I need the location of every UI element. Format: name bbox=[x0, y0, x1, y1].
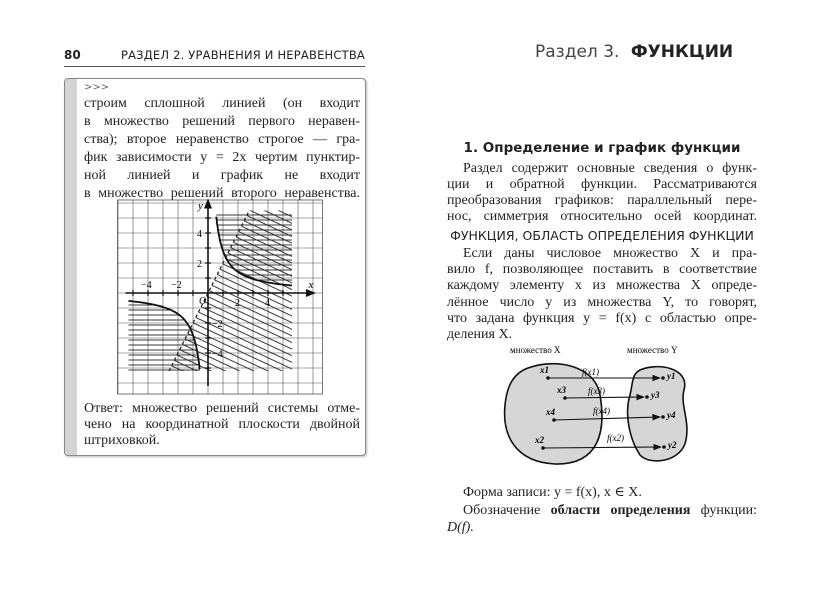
text-line: нос, симметрия относительно осей координ… bbox=[447, 209, 757, 224]
arrow-label: f(x4) bbox=[593, 406, 610, 416]
y-tick-label: −2 bbox=[212, 319, 223, 330]
function-mapping-diagram: множество X множество Y x1 y1 f(x1) x3 y3 f(x… bbox=[503, 345, 688, 465]
subsection-title: ФУНКЦИЯ, ОБЛАСТЬ ОПРЕДЕЛЕНИЯ ФУНКЦИИ bbox=[450, 228, 754, 243]
text-line: лённое число y из множества Y, то говоря… bbox=[447, 294, 757, 310]
hyperbola-branch bbox=[128, 300, 201, 370]
y-point-label: y4 bbox=[666, 410, 676, 420]
page-number: 80 bbox=[64, 48, 81, 62]
text-line: преобразования графиков: параллельный пе… bbox=[447, 193, 757, 208]
mapping-arrow bbox=[542, 443, 663, 451]
origin-label: O bbox=[199, 296, 206, 307]
y-point-label: y1 bbox=[666, 371, 676, 381]
text-line: чено на координатной плоскости двойной bbox=[84, 417, 360, 432]
y-axis-label: y bbox=[197, 200, 203, 212]
intro-paragraph: Раздел содержит основные сведения о функ… bbox=[447, 161, 757, 225]
x-tick-label: 4 bbox=[265, 298, 270, 309]
inequality-graph: x y O −4 −2 2 4 4 2 −2 −4 bbox=[117, 198, 323, 395]
arrow-label: f(x3) bbox=[588, 386, 605, 396]
y-tick-label: 4 bbox=[197, 229, 202, 240]
notation-form: Форма записи: y = f(x), x ∈ X. bbox=[463, 485, 642, 500]
text-line: ции и обратной функции. Рассматриваются bbox=[447, 177, 757, 192]
x-point-label: x4 bbox=[545, 407, 556, 417]
text-line: Раздел содержит основные сведения о функ… bbox=[463, 161, 757, 176]
set-y-point bbox=[661, 415, 665, 419]
axes bbox=[125, 198, 316, 386]
text-line: Обозначение области определения функции: bbox=[447, 502, 757, 519]
chapter-title: ФУНКЦИИ bbox=[630, 42, 734, 62]
y-point-label: y3 bbox=[650, 390, 660, 400]
y-point-label: y2 bbox=[667, 440, 677, 450]
set-y-point bbox=[645, 395, 649, 399]
box-text: строим сплошной линией (он входит в множ… bbox=[84, 95, 360, 203]
text-line: в множество решений первого нера­вен- bbox=[84, 114, 360, 129]
arrow-label: f(x1) bbox=[582, 367, 599, 377]
x-tick-label: −2 bbox=[171, 280, 182, 291]
chapter-header: Раздел 3. ФУНКЦИИ bbox=[535, 42, 733, 62]
x-point-label: x2 bbox=[534, 435, 545, 445]
y-axis-arrow-icon bbox=[204, 198, 212, 209]
set-x-label: множество X bbox=[510, 345, 561, 355]
header-rule bbox=[64, 66, 365, 67]
x-point-label: x3 bbox=[556, 385, 567, 395]
chapter-prefix: Раздел 3. bbox=[535, 42, 620, 62]
x-tick-label: 2 bbox=[235, 298, 240, 309]
text-line: деления X. bbox=[447, 327, 513, 343]
box-side-bar bbox=[65, 79, 77, 455]
section-title: 1. Определение и график функции bbox=[463, 140, 741, 156]
y-tick-label: 2 bbox=[197, 259, 202, 270]
text-line: каждому элементу x из множества X опреде… bbox=[447, 278, 757, 294]
hyperbola-branch bbox=[215, 216, 293, 287]
text-line: ной линией и график не входит bbox=[84, 168, 360, 183]
domain-paragraph: Обозначение области определения функции:… bbox=[447, 502, 757, 536]
answer-text: Ответ: множество решений системы отме- ч… bbox=[84, 401, 360, 449]
text-line: Ответ: множество решений системы отме- bbox=[84, 401, 360, 416]
text-line: вило f, позволяющее поставить в соответс… bbox=[447, 262, 757, 278]
set-y-label: множество Y bbox=[627, 345, 678, 355]
text-line: что задана функция y = f(x) с областью о… bbox=[447, 310, 757, 326]
text-line: строим сплошной линией (он входит bbox=[84, 96, 360, 111]
x-axis-arrow-icon bbox=[306, 289, 316, 297]
text-segment: Обозначение bbox=[463, 503, 541, 518]
diagonal-hatching bbox=[169, 210, 292, 371]
bold-term: области определения bbox=[550, 503, 691, 518]
set-y-shape bbox=[626, 365, 688, 462]
text-line: штриховкой. bbox=[84, 433, 160, 448]
text-line: в множество решений второго неравенства. bbox=[84, 186, 360, 201]
set-y-point bbox=[661, 376, 665, 380]
continuation-mark: >>> bbox=[84, 82, 110, 93]
arrow-label: f(x2) bbox=[607, 433, 624, 443]
definition-paragraph: Если даны числовое множество X и пра- ви… bbox=[447, 246, 757, 343]
text-segment: функции: bbox=[700, 503, 757, 518]
text-line: Если даны числовое множество X и пра- bbox=[463, 246, 757, 261]
x-point-label: x1 bbox=[539, 365, 549, 375]
y-tick-label: −4 bbox=[212, 349, 223, 360]
x-axis-label: x bbox=[308, 279, 314, 291]
mapping-arrow bbox=[553, 413, 662, 421]
text-line: фик зависимости y = 2x чертим пунктир- bbox=[84, 150, 360, 165]
text-line: D(f). bbox=[447, 520, 474, 535]
mapping-arrow bbox=[564, 393, 646, 401]
text-line: ства); второе неравенство строгое — гра- bbox=[84, 132, 360, 147]
running-header: РАЗДЕЛ 2. УРАВНЕНИЯ И НЕРАВЕНСТВА bbox=[120, 48, 365, 62]
set-y-point bbox=[662, 445, 666, 449]
example-box: >>> строим сплошной линией (он входит в … bbox=[64, 78, 366, 456]
set-x-shape bbox=[503, 362, 603, 465]
x-tick-label: −4 bbox=[141, 280, 152, 291]
